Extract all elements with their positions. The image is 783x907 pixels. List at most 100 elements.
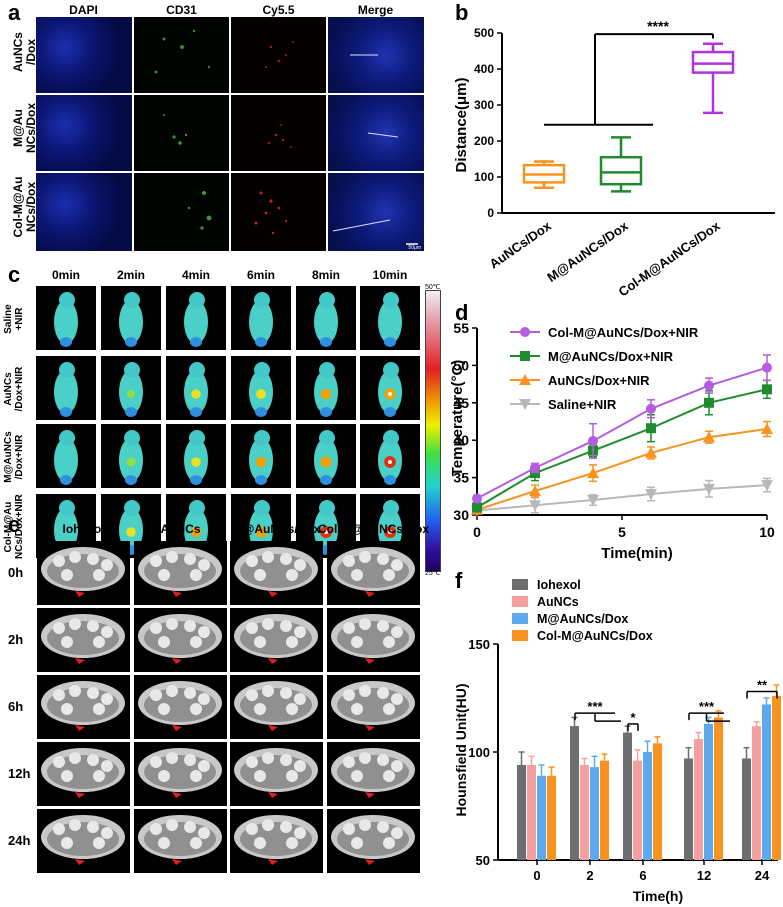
- ct-organ: [383, 636, 395, 648]
- mouse-tail: [384, 475, 396, 485]
- c-row-label-0: Saline +NIR: [3, 304, 25, 334]
- f-bar-3-1: [600, 760, 609, 860]
- micrograph-cy55-r0: [231, 17, 326, 93]
- ct-organ: [351, 837, 363, 849]
- tumor-arrow: [172, 591, 182, 597]
- ct-organ: [294, 559, 306, 571]
- tumor-arrow: [172, 725, 182, 731]
- mouse-head: [189, 362, 205, 378]
- panel-label-c: c: [8, 262, 21, 287]
- panel-d-chart: Temperature(°C) Time(min) 30 35 40 45 50 55 0 5…: [449, 320, 775, 562]
- thermal-image-r0-c3: [231, 286, 291, 350]
- ct-organ: [61, 770, 73, 782]
- mouse-head: [319, 362, 335, 378]
- mouse-body: [249, 300, 273, 344]
- panel-label-f: f: [455, 568, 463, 593]
- f-bar-0-2: [623, 732, 632, 860]
- ct-organ: [61, 837, 73, 849]
- ct-organ: [391, 626, 403, 638]
- thermal-image-r1-c4: [296, 356, 356, 420]
- col-header-cd31: CD31: [166, 3, 197, 17]
- micrograph-cd31-r1: [134, 95, 229, 171]
- ct-organ: [93, 837, 105, 849]
- f-legend-item-1: AuNCs: [512, 595, 579, 609]
- thermal-image-r2-c2: [166, 424, 226, 488]
- col-header-dapi: DAPI: [69, 3, 98, 17]
- d-marker-triangle-down: [587, 495, 599, 507]
- ct-organ: [87, 821, 99, 833]
- hotspot: [320, 456, 332, 468]
- ct-organ: [286, 703, 298, 715]
- tumor-arrow: [75, 859, 85, 865]
- f-sig-label-3: **: [757, 678, 768, 693]
- mouse-head: [189, 292, 205, 308]
- c-time-4: 8min: [311, 268, 340, 282]
- mouse-head: [254, 500, 270, 516]
- mouse-tail: [320, 407, 332, 417]
- f-bar-0-4: [742, 758, 751, 860]
- hotspot: [126, 527, 136, 537]
- d-marker-triangle: [645, 446, 657, 458]
- b-ytick-label: 200: [474, 134, 494, 148]
- ct-organ: [158, 636, 170, 648]
- d-ylabel: Temperature(°C): [449, 360, 466, 477]
- ct-image-r1-c0: [37, 608, 130, 672]
- thermal-image-r0-c5: [360, 286, 420, 350]
- e-row-label-3: 12h: [8, 766, 31, 781]
- ct-organ: [53, 823, 65, 835]
- micrograph-merge-r1: [328, 95, 424, 171]
- f-legend-label: M@AuNCs/Dox: [537, 612, 628, 626]
- ct-organ: [294, 626, 306, 638]
- ct-organ: [53, 756, 65, 768]
- ct-organ: [69, 551, 81, 563]
- f-legend-swatch: [512, 630, 528, 641]
- ct-organ: [254, 569, 266, 581]
- f-sig-label-0: ***: [587, 699, 603, 714]
- e-row-label-2: 6h: [8, 699, 24, 714]
- ct-organ: [246, 823, 258, 835]
- ct-image-r2-c3: [327, 675, 420, 739]
- mouse-tail: [190, 407, 202, 417]
- ct-image-r3-c1: [134, 742, 227, 806]
- e-row-label-1: 2h: [8, 632, 24, 647]
- ct-organ: [93, 636, 105, 648]
- ct-organ: [190, 770, 202, 782]
- ct-organ: [359, 685, 371, 697]
- f-ytick-label: 100: [468, 745, 490, 760]
- ct-organ: [166, 819, 178, 831]
- ct-organ: [69, 685, 81, 697]
- d-line: [476, 366, 768, 500]
- tumor-arrow: [365, 591, 375, 597]
- ct-image-r4-c0: [37, 809, 130, 873]
- tumor-arrow: [75, 725, 85, 731]
- d-ytick-label: 40: [453, 432, 469, 448]
- f-legend-swatch: [512, 613, 528, 624]
- colorbar-max: 50℃: [425, 284, 441, 291]
- d-legend: Col-M@AuNCs/Dox+NIR M@AuNCs/Dox+NIR AuNCs/…: [510, 325, 699, 412]
- ct-organ: [53, 689, 65, 701]
- panel-label-e: e: [8, 512, 21, 537]
- f-legend-item-3: Col-M@AuNCs/Dox: [512, 629, 653, 643]
- hotspot-core: [388, 392, 392, 396]
- col-header-cy55: Cy5.5: [262, 3, 295, 17]
- ct-organ: [198, 559, 210, 571]
- ct-organ: [286, 636, 298, 648]
- ct-organ: [254, 770, 266, 782]
- ct-image-r3-c2: [230, 742, 323, 806]
- ct-organ: [87, 754, 99, 766]
- f-legend-swatch: [512, 596, 528, 607]
- hotspot: [190, 526, 202, 538]
- ct-image-r3-c3: [327, 742, 420, 806]
- d-marker-square: [762, 384, 772, 395]
- ct-organ: [246, 555, 258, 567]
- d-marker-circle: [588, 435, 598, 446]
- e-row-label-0: 0h: [8, 565, 24, 580]
- tumor-arrow: [75, 792, 85, 798]
- ct-organ: [166, 618, 178, 630]
- ct-organ: [383, 837, 395, 849]
- d-marker-square: [520, 351, 530, 361]
- thermal-image-r1-c0: [36, 356, 96, 420]
- ct-organ: [286, 837, 298, 849]
- tumor-arrow: [365, 792, 375, 798]
